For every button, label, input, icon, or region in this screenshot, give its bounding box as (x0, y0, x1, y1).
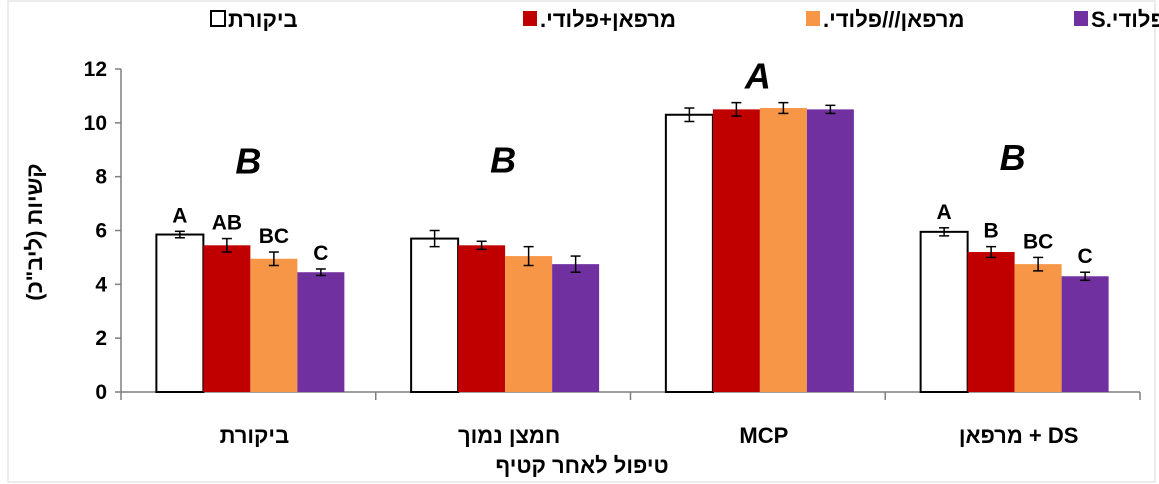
bar (250, 258, 298, 392)
group-significance-label: B (235, 140, 261, 181)
bar-group: A B BC C B (919, 137, 1109, 393)
bar-group: B (410, 140, 600, 393)
y-tick-label: 0 (95, 381, 107, 404)
bar (297, 272, 345, 392)
bar-significance-label: BC (1023, 230, 1053, 253)
bar (458, 245, 506, 392)
y-tick-label: 10 (84, 112, 107, 135)
bar-group: A AB BC C B (155, 140, 345, 393)
bar (806, 109, 854, 392)
y-tick-label: 6 (95, 220, 107, 243)
bar (1014, 264, 1062, 392)
legend-label: מרפאן+פלודי. (540, 7, 676, 32)
legend-label: ביקורת (228, 7, 298, 32)
group-significance-label: B (1000, 137, 1026, 178)
bar (712, 109, 760, 392)
legend-label: פלודי.S (1091, 7, 1159, 32)
group-significance-label: B (490, 140, 516, 181)
group-significance-label: A (744, 56, 771, 97)
chart-frame (7, 0, 1156, 483)
x-category-label: מרפאן + DS (959, 423, 1079, 448)
bar-significance-label: B (984, 220, 999, 243)
bar (552, 264, 600, 392)
y-tick-label: 12 (84, 58, 107, 81)
x-category-label: חמצן נמוך (458, 423, 560, 448)
bar-significance-label: AB (212, 212, 242, 235)
x-category-label: ביקורת (220, 423, 290, 448)
bar-significance-label: C (313, 242, 328, 265)
y-tick-label: 8 (95, 166, 107, 189)
bar-significance-label: A (172, 204, 187, 227)
legend-label: מרפאן///פלודי. (823, 7, 964, 32)
bar (919, 230, 969, 393)
axes: 0 2 4 6 8 10 12 ביקורת חמצן נמוך MCP מרפאן + DS (84, 58, 1141, 448)
bar (505, 256, 553, 392)
y-tick-label: 4 (95, 273, 107, 296)
bar (203, 245, 251, 392)
legend-swatch (210, 10, 226, 27)
legend: ביקורת מרפאן+פלודי. מרפאן///פלודי. פלודי.S (210, 7, 1159, 32)
bar-significance-label: BC (259, 225, 289, 248)
bar (1061, 276, 1109, 392)
legend-swatch (806, 11, 820, 26)
bar-group: A (664, 56, 854, 393)
legend-swatch (523, 11, 537, 26)
bar-significance-label: A (937, 201, 952, 224)
bar (664, 113, 714, 393)
bar-significance-label: C (1078, 245, 1093, 268)
y-tick-label: 2 (95, 327, 107, 350)
bar (967, 252, 1015, 392)
bar (410, 237, 460, 393)
x-category-label: MCP (739, 423, 788, 448)
bar (759, 108, 807, 392)
bar (155, 233, 205, 393)
x-axis-title: טיפול לאחר קטיף (495, 453, 668, 478)
legend-swatch (1074, 11, 1088, 26)
y-axis-title: קשיות (ליב"כ) (22, 163, 47, 300)
